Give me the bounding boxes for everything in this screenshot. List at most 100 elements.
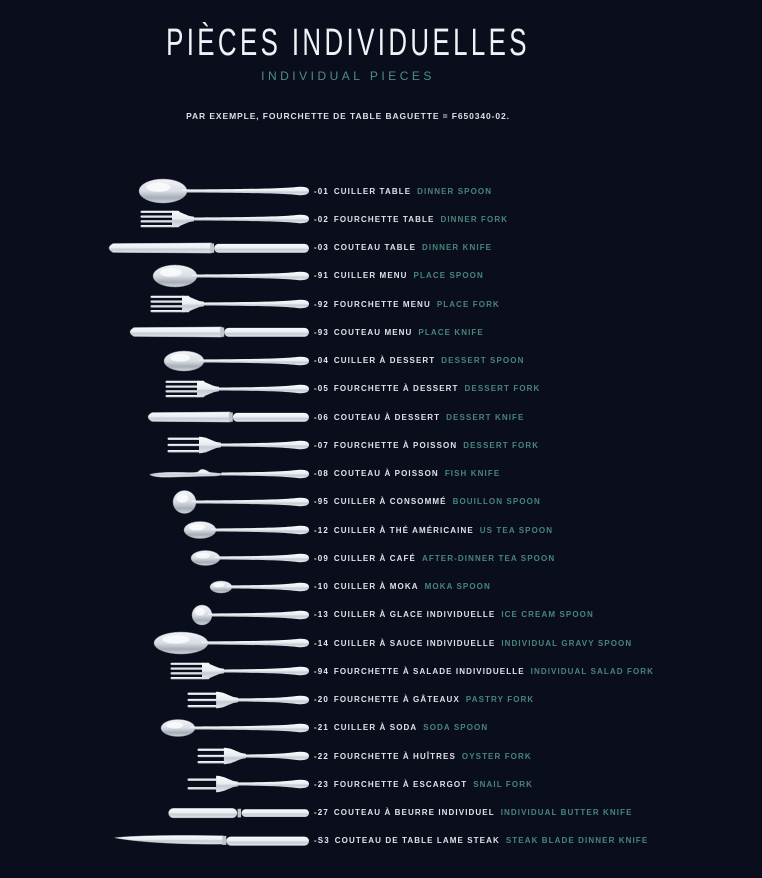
item-code: -13 [314,610,329,620]
item-name-en: PLACE FORK [436,299,500,309]
item-name-en: INDIVIDUAL SALAD FORK [530,666,655,676]
item-name-fr: CUILLER À GLACE INDIVIDUELLE [333,610,496,620]
item-code: -95 [314,497,329,507]
list-item: -03 COUTEAU TABLE DINNER KNIFE [314,234,754,262]
gravy-spoon-image [153,631,309,655]
item-name-en: DESSERT KNIFE [446,412,525,422]
list-item: -21 CUILLER À SODA SODA SPOON [314,714,754,742]
dinner-fork-image [140,211,309,228]
dinner-knife-image [108,242,309,253]
cutlery-row [0,262,310,290]
cutlery-row [0,544,310,572]
cutlery-row [0,799,310,827]
place-spoon-image [152,264,309,288]
item-code: -04 [314,356,329,366]
item-name-en: DESSERT FORK [463,440,540,450]
item-name-en: DINNER KNIFE [422,243,493,253]
item-name-en: PLACE SPOON [413,271,484,281]
cutlery-row [0,601,310,629]
item-name-en: SODA SPOON [423,723,489,733]
item-name-fr: FOURCHETTE À DESSERT [333,384,459,394]
list-item: -01 CUILLER TABLE DINNER SPOON [314,177,754,205]
item-code: -07 [314,440,329,450]
item-name-en: DINNER FORK [440,214,509,224]
item-code: -09 [314,553,329,563]
cutlery-row [0,375,310,403]
cutlery-row [0,573,310,601]
pastry-fork-image [187,691,309,708]
item-name-fr: CUILLER À MOKA [333,582,419,592]
cutlery-row [0,234,310,262]
list-item: -S3 COUTEAU DE TABLE LAME STEAK STEAK BLAD… [314,827,754,855]
item-name-fr: FOURCHETTE À GÂTEAUX [333,695,460,705]
cutlery-row [0,657,310,685]
cutlery-row [0,742,310,770]
cutlery-row [0,318,310,346]
list-item: -08 COUTEAU À POISSON FISH KNIFE [314,460,754,488]
list-item: -93 COUTEAU MENU PLACE KNIFE [314,318,754,346]
list-item: -14 CUILLER À SAUCE INDIVIDUELLE INDIVIDUA… [314,629,754,657]
dessert-spoon-image [163,350,309,371]
item-code: -14 [314,638,329,648]
item-code: -92 [314,299,329,309]
item-name-fr: CUILLER À DESSERT [333,356,436,366]
item-code: -23 [314,779,329,789]
list-item: -27 COUTEAU À BEURRE INDIVIDUEL INDIVIDUAL… [314,799,754,827]
item-code: -20 [314,695,329,705]
item-name-en: DESSERT SPOON [441,356,525,366]
item-code: -08 [314,469,329,479]
item-code: -02 [314,214,329,224]
item-list: -01 CUILLER TABLE DINNER SPOON -02 FOURCHETT… [314,177,754,855]
list-item: -20 FOURCHETTE À GÂTEAUX PASTRY FORK [314,686,754,714]
list-item: -04 CUILLER À DESSERT DESSERT SPOON [314,347,754,375]
item-name-fr: COUTEAU À POISSON [333,469,439,479]
item-name-fr: COUTEAU TABLE [333,243,417,253]
dessert-knife-image [147,411,309,423]
item-name-fr: FOURCHETTE À HUÎTRES [333,751,456,761]
oyster-fork-image [197,747,309,765]
butter-knife-image [168,807,309,818]
cutlery-row [0,629,310,657]
item-name-en: STEAK BLADE DINNER KNIFE [505,836,649,846]
item-name-fr: FOURCHETTE À ESCARGOT [333,779,468,789]
soda-spoon-image [160,719,309,737]
bouillon-spoon-image [172,490,309,514]
us-tea-spoon-image [183,521,309,539]
list-item: -92 FOURCHETTE MENU PLACE FORK [314,290,754,318]
cutlery-row [0,770,310,798]
item-code: -10 [314,582,329,592]
cutlery-row [0,431,310,459]
item-code: -05 [314,384,329,394]
cutlery-row [0,403,310,431]
item-code: -06 [314,412,329,422]
page-subtitle: INDIVIDUAL PIECES [261,69,435,83]
after-dinner-tea-spoon-image [190,550,309,567]
item-name-fr: CUILLER À CONSOMMÉ [333,497,447,507]
cutlery-column [0,177,310,855]
item-name-fr: COUTEAU MENU [333,327,413,337]
item-code: -22 [314,751,329,761]
item-name-fr: COUTEAU À BEURRE INDIVIDUEL [333,808,495,818]
list-item: -91 CUILLER MENU PLACE SPOON [314,262,754,290]
item-name-fr: FOURCHETTE À SALADE INDIVIDUELLE [333,666,525,676]
cutlery-row [0,205,310,233]
item-code: -93 [314,327,329,337]
fish-knife-image [149,468,309,478]
snail-fork-image [187,776,309,793]
item-name-fr: FOURCHETTE À POISSON [333,440,458,450]
item-name-en: SNAIL FORK [473,779,533,789]
cutlery-row [0,714,310,742]
list-item: -94 FOURCHETTE À SALADE INDIVIDUELLE INDIV… [314,657,754,685]
item-name-en: PASTRY FORK [465,695,535,705]
item-name-fr: FOURCHETTE TABLE [333,214,435,224]
item-name-en: US TEA SPOON [479,525,554,535]
list-item: -95 CUILLER À CONSOMMÉ BOUILLON SPOON [314,488,754,516]
cutlery-row [0,516,310,544]
item-name-fr: CUILLER À SAUCE INDIVIDUELLE [333,638,496,648]
cutlery-row [0,686,310,714]
item-name-fr: COUTEAU À DESSERT [333,412,441,422]
list-item: -12 CUILLER À THÉ AMÉRICAINE US TEA SPOON [314,516,754,544]
item-code: -12 [314,525,329,535]
item-name-en: AFTER-DINNER TEA SPOON [421,553,556,563]
